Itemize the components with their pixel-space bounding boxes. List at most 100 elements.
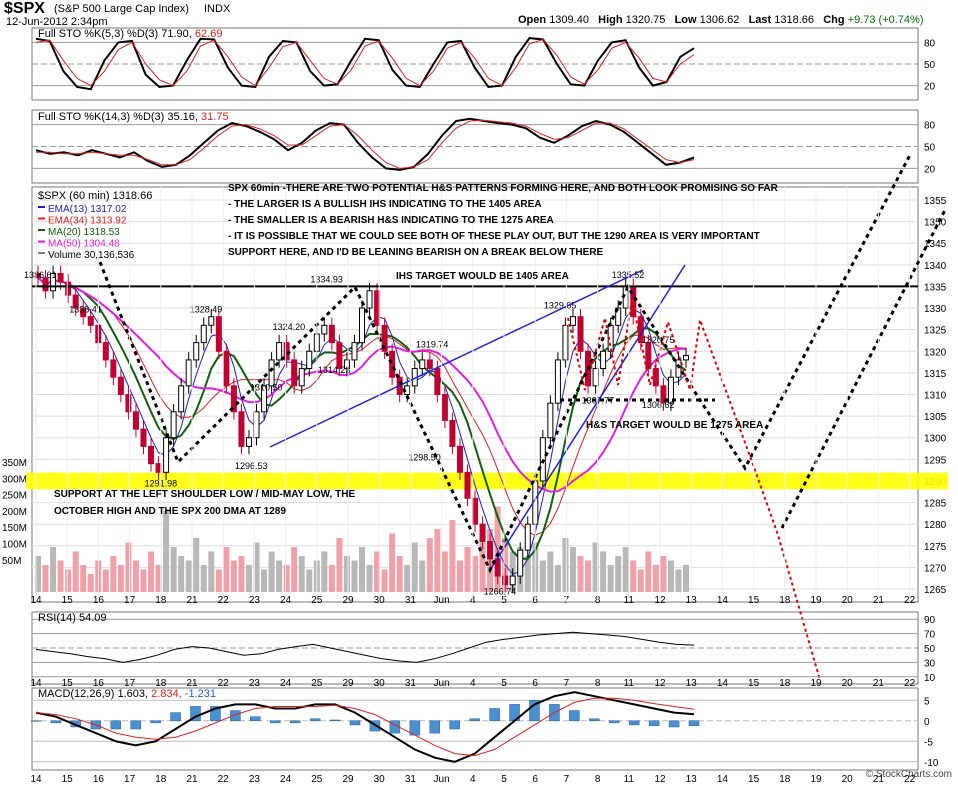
moving-average-line (37, 277, 687, 493)
volume-bar (381, 569, 388, 592)
volume-bar (178, 556, 185, 592)
candle-body (449, 419, 456, 447)
candle-body (547, 402, 554, 439)
candle-body (148, 445, 155, 465)
watermark: © StockCharts.com (865, 769, 952, 780)
candle-body (321, 324, 328, 335)
x-tick-label: 30 (374, 774, 386, 785)
x-tick-label: 20 (842, 774, 854, 785)
volume-bar (652, 565, 659, 592)
series-line-rsi (35, 631, 695, 663)
y-tick-label: 50 (924, 644, 936, 655)
candle-body (140, 428, 147, 447)
volume-bar (80, 565, 87, 592)
y-tick-label: 1345 (924, 239, 947, 250)
volume-bar (374, 551, 381, 592)
note-line-5: SUPPORT HERE, AND I'D BE LEANING BEARISH… (228, 247, 604, 258)
chart-date: 12-Jun-2012 2:34pm (6, 16, 108, 28)
x-tick-label: 15 (748, 774, 760, 785)
volume-bar (283, 565, 290, 592)
candle-body (381, 324, 388, 352)
volume-bar (667, 560, 674, 592)
volume-bar (524, 556, 531, 592)
candle-body (215, 316, 222, 352)
x-tick-label: 15 (62, 678, 74, 689)
candle-body (683, 355, 689, 361)
histogram-bar (210, 706, 221, 722)
x-tick-label: 16 (93, 774, 105, 785)
histogram-bar (170, 712, 181, 722)
support-line-2: OCTOBER HIGH AND THE SPX 200 DMA AT 1289 (54, 506, 286, 517)
candle-body (419, 359, 426, 370)
candle-body (268, 359, 275, 387)
volume-axis-label: 50M (2, 556, 21, 567)
candle-body (517, 549, 524, 577)
candle-body (667, 376, 674, 404)
volume-bar (110, 556, 117, 592)
open-label: Open (518, 14, 547, 26)
volume-bar (163, 511, 170, 592)
price-point-label: 1328.49 (190, 305, 223, 315)
legend-swatch (38, 206, 45, 208)
volume-bar (57, 560, 64, 592)
x-tick-label: 23 (249, 678, 261, 689)
x-tick-label: Jun (434, 678, 450, 689)
volume-bar (441, 551, 448, 592)
volume-bar (472, 556, 479, 592)
volume-axis-label: 350M (2, 458, 27, 469)
x-tick-label: 22 (218, 678, 230, 689)
candle-body (110, 359, 117, 378)
candle-body (298, 368, 305, 387)
candle-body (441, 394, 448, 421)
x-tick-label: 4 (470, 774, 476, 785)
price-point-label: 1335.52 (612, 270, 645, 280)
volume-bar (125, 542, 132, 592)
volume-bar (72, 551, 79, 592)
symbol-name: (S&P 500 Large Cap Index) (54, 3, 189, 15)
x-tick-label: 18 (779, 774, 791, 785)
y-tick-label: 1330 (924, 304, 947, 315)
y-tick-label: 50 (924, 143, 936, 154)
x-tick-label: 8 (595, 774, 601, 785)
candle-body (479, 523, 486, 542)
y-tick-label: 20 (924, 164, 936, 175)
histogram-bar (628, 720, 640, 726)
volume-bar (630, 560, 637, 592)
candle-body (562, 324, 569, 361)
candle-body (426, 359, 433, 370)
candle-body (343, 359, 350, 370)
chg-label: Chg (823, 14, 845, 26)
macd-label-signal: 2.834, (151, 688, 182, 700)
volume-bar (675, 569, 682, 592)
legend-swatch (38, 252, 45, 254)
candle-body (509, 575, 516, 586)
y-tick-label: 30 (924, 658, 936, 669)
candle-body (245, 437, 252, 447)
y-tick-label: 80 (924, 121, 936, 132)
volume-bar (351, 560, 358, 592)
volume-axis-label: 150M (2, 523, 27, 534)
price-point-label: 1314.23 (318, 365, 351, 375)
price-title: $SPX (60 min) 1318.66 (38, 190, 152, 202)
series-line-k (35, 117, 695, 171)
price-point-label: 1306.62 (642, 400, 675, 410)
histogram-bar (250, 716, 261, 722)
x-tick-label: 11 (624, 774, 635, 785)
volume-bar (253, 542, 260, 592)
x-tick-label: 5 (501, 774, 507, 785)
volume-bar (50, 547, 57, 592)
candle-body (645, 342, 652, 370)
candle-body (87, 316, 94, 326)
price-point-label: 1328.41 (69, 305, 102, 315)
volume-bar (600, 551, 607, 592)
volume-bar (117, 565, 124, 592)
histogram-bar (648, 720, 660, 726)
y-tick-label: 1340 (924, 261, 947, 272)
series-line-d (36, 119, 695, 169)
volume-bar (359, 547, 365, 592)
support-band (26, 472, 948, 490)
legend-swatch (38, 240, 45, 243)
x-tick-label: 12 (654, 774, 666, 785)
volume-bar (554, 565, 561, 592)
candle-body (359, 307, 365, 344)
